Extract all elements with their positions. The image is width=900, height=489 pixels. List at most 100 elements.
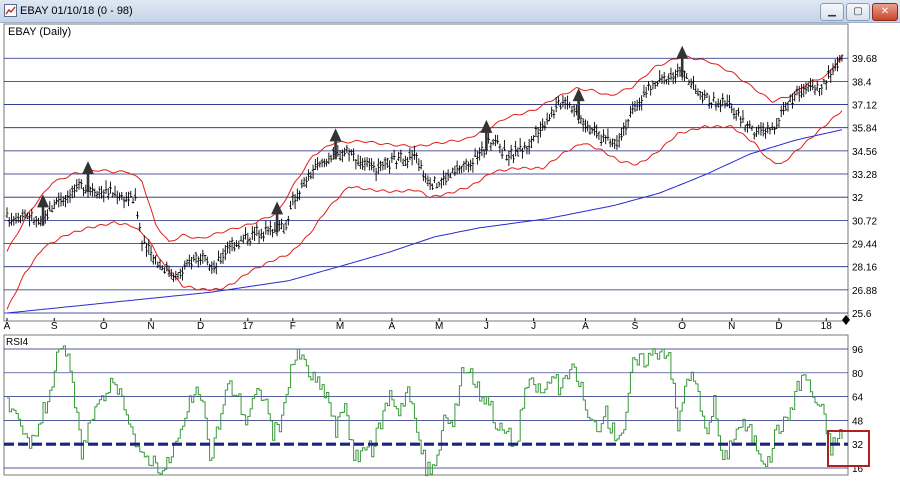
price-bar bbox=[25, 212, 29, 220]
price-bar bbox=[534, 125, 538, 138]
price-bar bbox=[734, 109, 738, 121]
price-bar bbox=[743, 124, 747, 132]
price-panel: EBAY (Daily) 39.68 38.4 37.12 35.84 34.56 33.2… bbox=[3, 23, 877, 332]
price-bar bbox=[703, 89, 707, 100]
price-bar bbox=[791, 93, 794, 109]
price-bar bbox=[392, 149, 396, 161]
price-bar bbox=[345, 144, 349, 154]
price-bar bbox=[145, 242, 148, 257]
price-bar bbox=[246, 232, 250, 246]
price-bar bbox=[838, 54, 842, 63]
price-y-tick-label: 30.72 bbox=[852, 216, 877, 227]
price-bar bbox=[676, 63, 680, 78]
price-bar bbox=[629, 105, 632, 118]
price-bar bbox=[374, 167, 378, 182]
price-bar bbox=[174, 270, 178, 281]
price-bar bbox=[667, 73, 671, 86]
chart-area: EBAY (Daily) 39.68 38.4 37.12 35.84 34.56 33.2… bbox=[3, 23, 877, 477]
title-bar: EBAY 01/10/18 (0 - 98) ▁ ▢ ✕ bbox=[0, 0, 900, 23]
price-bar bbox=[122, 196, 126, 209]
price-bar bbox=[59, 192, 63, 207]
price-bar bbox=[97, 186, 101, 199]
price-bar bbox=[82, 187, 85, 197]
minimize-button[interactable]: ▁ bbox=[820, 3, 844, 21]
price-bar bbox=[104, 180, 108, 194]
price-bar bbox=[19, 215, 22, 224]
price-bar bbox=[255, 223, 259, 236]
rsi-panel: RSI4 96 80 64 48 32 16 bbox=[3, 334, 870, 477]
price-bar bbox=[106, 188, 110, 200]
price-bar bbox=[34, 215, 38, 228]
price-bar bbox=[768, 127, 772, 135]
price-bar bbox=[586, 120, 590, 132]
price-bar bbox=[480, 141, 484, 156]
price-bar bbox=[723, 100, 727, 109]
price-y-tick-label: 38.4 bbox=[852, 77, 872, 88]
price-bar bbox=[719, 99, 722, 113]
price-bar bbox=[815, 80, 819, 91]
price-bar bbox=[725, 94, 729, 107]
price-bar bbox=[194, 252, 198, 264]
price-bar bbox=[640, 95, 644, 111]
price-bar bbox=[746, 121, 749, 133]
price-bar bbox=[716, 98, 720, 108]
price-bar bbox=[192, 254, 196, 262]
price-y-tick-label: 34.56 bbox=[852, 147, 877, 158]
price-y-tick-label: 29.44 bbox=[852, 240, 877, 251]
price-bar bbox=[437, 181, 441, 187]
x-tick-label: M bbox=[435, 321, 443, 332]
maximize-button[interactable]: ▢ bbox=[846, 3, 870, 21]
price-bar bbox=[401, 158, 405, 167]
price-bar bbox=[550, 106, 554, 118]
price-bar bbox=[66, 190, 70, 204]
price-bar bbox=[183, 260, 187, 270]
price-bar bbox=[370, 158, 374, 171]
price-y-tick-label: 26.88 bbox=[852, 286, 877, 297]
price-bar bbox=[403, 155, 407, 167]
price-bar bbox=[611, 138, 614, 148]
price-bar bbox=[68, 189, 72, 203]
price-bar bbox=[75, 179, 79, 193]
price-bar bbox=[358, 155, 362, 170]
price-y-tick-label: 32 bbox=[852, 193, 864, 204]
price-bar bbox=[687, 79, 691, 85]
price-bar bbox=[710, 102, 713, 109]
price-bar bbox=[561, 95, 565, 108]
price-bar bbox=[241, 234, 245, 244]
x-tick-label: D bbox=[197, 321, 204, 332]
price-bar bbox=[354, 159, 358, 170]
price-bar bbox=[190, 257, 193, 270]
price-bar bbox=[665, 78, 668, 85]
price-bar bbox=[505, 154, 509, 161]
price-bar bbox=[367, 157, 371, 171]
price-bar bbox=[223, 244, 227, 261]
price-bar bbox=[615, 135, 619, 150]
x-tick-label: S bbox=[51, 321, 58, 332]
price-bar bbox=[466, 161, 470, 173]
price-bar bbox=[446, 169, 450, 181]
price-bar bbox=[226, 241, 229, 254]
price-bar bbox=[489, 141, 493, 151]
price-bar bbox=[196, 256, 200, 268]
price-bar bbox=[525, 145, 529, 155]
price-y-tick-label: 37.12 bbox=[852, 101, 877, 112]
price-bar bbox=[824, 80, 828, 91]
price-bar bbox=[638, 97, 641, 111]
up-arrow-icon bbox=[37, 194, 50, 226]
price-bar bbox=[185, 259, 189, 267]
price-bar bbox=[784, 101, 788, 111]
price-bar bbox=[669, 67, 673, 81]
price-bar bbox=[178, 268, 182, 279]
price-bar bbox=[12, 216, 16, 226]
price-bar bbox=[289, 200, 292, 210]
price-bar bbox=[21, 209, 25, 222]
close-button[interactable]: ✕ bbox=[872, 3, 898, 21]
rsi-y-tick-label: 80 bbox=[852, 369, 864, 380]
price-bar bbox=[228, 240, 232, 254]
price-bar bbox=[214, 262, 218, 275]
price-bar bbox=[379, 160, 383, 172]
price-bar bbox=[473, 148, 477, 157]
price-bar bbox=[595, 124, 599, 139]
price-bar bbox=[694, 84, 698, 94]
price-bar bbox=[759, 121, 763, 136]
